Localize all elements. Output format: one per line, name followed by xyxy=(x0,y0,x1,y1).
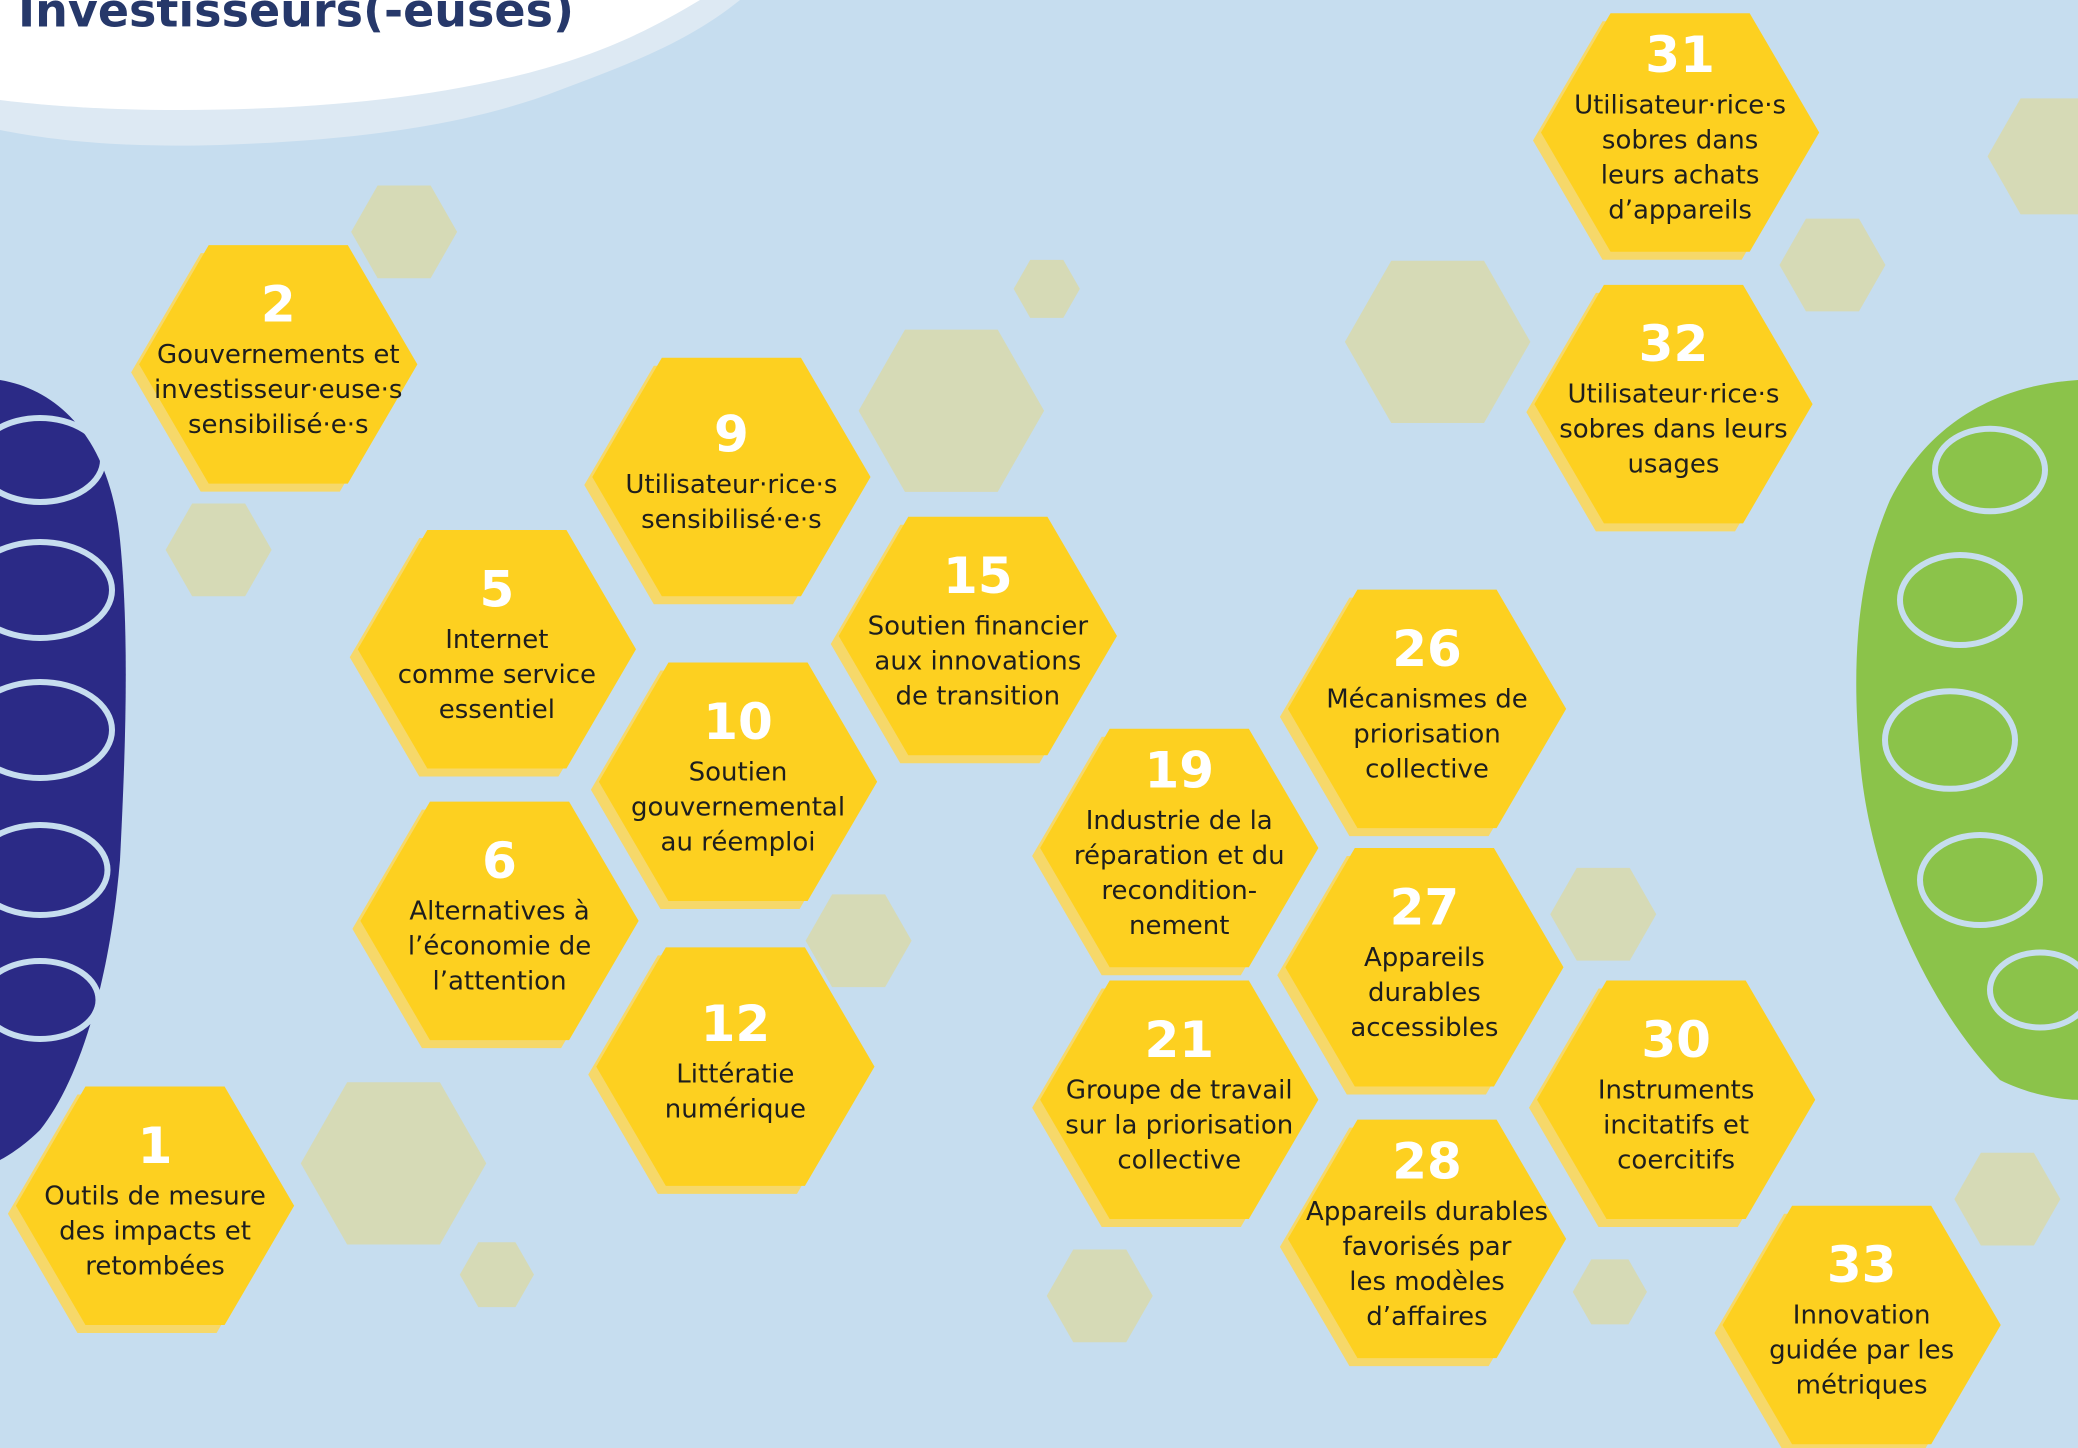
node-label: Industrie de la xyxy=(1086,806,1273,836)
node-label: Groupe de travail xyxy=(1066,1075,1293,1105)
node-label: nement xyxy=(1129,911,1229,941)
node-label: Soutien xyxy=(689,757,788,787)
node-number: 33 xyxy=(1827,1236,1897,1294)
node-label: Utilisateur·rice·s xyxy=(1567,380,1779,410)
node-label: guidée par les xyxy=(1769,1336,1954,1366)
node-label: Soutien financier xyxy=(868,612,1089,642)
node-label: essentiel xyxy=(439,695,555,725)
node-number: 31 xyxy=(1645,26,1715,84)
node-label: Gouvernements et xyxy=(157,340,400,370)
node-label: au réemploi xyxy=(661,827,816,857)
node-label: recondition- xyxy=(1101,876,1257,906)
node-number: 21 xyxy=(1144,1011,1214,1069)
node-number: 30 xyxy=(1641,1011,1711,1069)
node-label: accessibles xyxy=(1350,1013,1498,1043)
node-label: Mécanismes de xyxy=(1326,684,1528,714)
node-label: sur la priorisation xyxy=(1065,1110,1293,1140)
node-number: 10 xyxy=(703,693,773,751)
node-label: Alternatives à xyxy=(409,896,589,926)
node-number: 15 xyxy=(943,547,1013,605)
node-number: 27 xyxy=(1390,878,1460,936)
node-label: les modèles xyxy=(1349,1267,1505,1297)
node-number: 9 xyxy=(714,406,749,464)
node-label: Instruments xyxy=(1598,1075,1755,1105)
node-label: sensibilisé·e·s xyxy=(188,410,369,440)
node-label: Innovation xyxy=(1793,1301,1931,1331)
node-label: de transition xyxy=(896,682,1061,712)
node-label: aux innovations xyxy=(874,647,1081,677)
node-number: 26 xyxy=(1392,620,1462,678)
node-number: 19 xyxy=(1144,742,1214,800)
node-label: Utilisateur·rice·s xyxy=(625,470,837,500)
node-number: 12 xyxy=(701,995,771,1053)
node-number: 5 xyxy=(479,560,514,618)
node-label: collective xyxy=(1117,1145,1241,1175)
node-label: retombées xyxy=(85,1251,225,1281)
node-label: réparation et du xyxy=(1074,841,1285,871)
node-label: coercitifs xyxy=(1617,1145,1735,1175)
node-label: d’affaires xyxy=(1366,1302,1487,1332)
node-number: 1 xyxy=(138,1117,173,1175)
node-number: 6 xyxy=(482,832,517,890)
node-label: l’attention xyxy=(432,966,566,996)
node-label: Appareils durables xyxy=(1306,1197,1548,1227)
node-label: Littératie xyxy=(676,1060,794,1090)
diagram: Investisseurs(-euses) 1 Outils de mesure d… xyxy=(0,0,2078,1448)
node-label: Internet xyxy=(445,625,548,655)
node-label: sobres dans leurs xyxy=(1559,415,1788,445)
node-label: Outils de mesure xyxy=(44,1181,266,1211)
node-label: sobres dans xyxy=(1602,126,1758,156)
node-label: des impacts et xyxy=(59,1216,251,1246)
header-title: Investisseurs(-euses) xyxy=(18,0,574,38)
node-label: gouvernemental xyxy=(631,792,845,822)
node-label: Utilisateur·rice·s xyxy=(1574,91,1786,121)
page: Investisseurs(-euses) 1 Outils de mesure d… xyxy=(0,0,2078,1448)
node-label: durables xyxy=(1368,978,1481,1008)
node-label: numérique xyxy=(665,1095,806,1125)
node-label: sensibilisé·e·s xyxy=(641,505,822,535)
node-label: priorisation xyxy=(1353,719,1501,749)
node-label: comme service xyxy=(398,660,596,690)
node-label: leurs achats xyxy=(1601,161,1760,191)
node-label: métriques xyxy=(1796,1371,1928,1401)
node-label: incitatifs et xyxy=(1603,1110,1749,1140)
node-label: l’économie de xyxy=(408,931,591,961)
node-label: usages xyxy=(1627,450,1719,480)
node-label: investisseur·euse·s xyxy=(154,375,402,405)
node-number: 32 xyxy=(1639,315,1709,373)
node-number: 28 xyxy=(1392,1132,1462,1190)
node-label: collective xyxy=(1365,754,1489,784)
node-label: favorisés par xyxy=(1343,1232,1512,1262)
node-label: d’appareils xyxy=(1608,196,1752,226)
node-label: Appareils xyxy=(1364,943,1485,973)
node-number: 2 xyxy=(261,275,296,333)
